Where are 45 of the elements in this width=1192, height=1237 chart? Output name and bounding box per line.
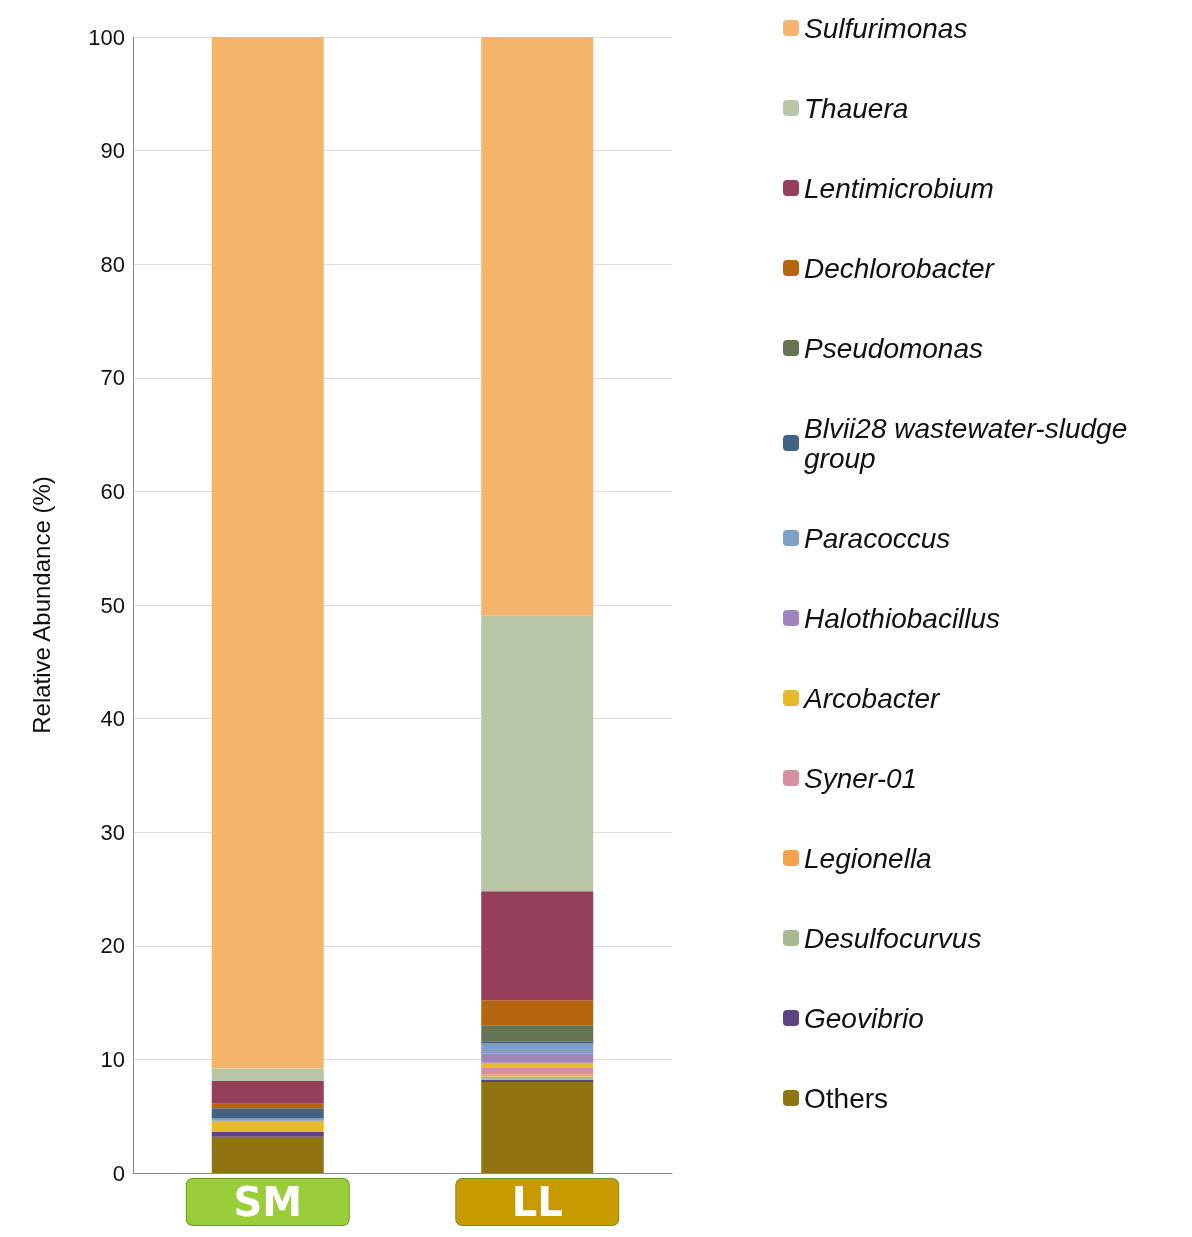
y-tick-label: 40 bbox=[100, 706, 125, 732]
y-tick-label: 100 bbox=[88, 24, 125, 50]
bar bbox=[211, 1120, 324, 1133]
y-tick-label: 80 bbox=[100, 251, 125, 277]
x-tick-label: LL bbox=[511, 1179, 563, 1225]
y-tick-label: 90 bbox=[100, 138, 125, 164]
legend-label: Paracoccus bbox=[804, 522, 951, 554]
y-tick-label: 20 bbox=[100, 933, 125, 959]
bar bbox=[481, 1025, 594, 1042]
bar bbox=[211, 37, 324, 1069]
y-tick-label: 70 bbox=[100, 365, 125, 391]
bar bbox=[481, 1000, 594, 1026]
legend-label: Desulfocurvus bbox=[804, 922, 982, 954]
legend-label: Pseudomonas bbox=[804, 332, 984, 364]
x-tick-label: SM bbox=[233, 1179, 303, 1225]
bar bbox=[481, 1067, 594, 1075]
bar bbox=[481, 891, 594, 1001]
legend-label: Halothiobacillus bbox=[804, 602, 1001, 634]
y-tick-label: 10 bbox=[100, 1046, 125, 1072]
bar bbox=[211, 1118, 324, 1121]
bar bbox=[211, 1068, 324, 1081]
legend-label: Lentimicrobium bbox=[804, 172, 994, 204]
bar bbox=[481, 1082, 594, 1173]
legend-label: Blvii28 wastewater-sludge group bbox=[804, 412, 1135, 474]
legend-label: Geovibrio bbox=[804, 1002, 924, 1034]
legend-label: Sulfurimonas bbox=[804, 12, 968, 44]
bar bbox=[481, 1043, 594, 1054]
bar bbox=[481, 615, 594, 892]
legend-label: Dechlorobacter bbox=[804, 252, 996, 284]
bar bbox=[211, 1136, 324, 1173]
y-tick-label: 50 bbox=[100, 592, 125, 618]
legend-label: Thauera bbox=[804, 92, 909, 124]
bar bbox=[481, 37, 594, 616]
legend-label: Arcobacter bbox=[802, 682, 942, 714]
y-tick-label: 0 bbox=[112, 1160, 125, 1186]
bar bbox=[211, 1132, 324, 1137]
y-tick-label: 60 bbox=[100, 478, 125, 504]
y-tick-label: 30 bbox=[100, 819, 125, 845]
legend-label: Others bbox=[804, 1082, 889, 1114]
bar bbox=[211, 1108, 324, 1119]
bar bbox=[481, 1053, 594, 1063]
bar bbox=[211, 1080, 324, 1104]
y-axis-title: Relative Abundance (%) bbox=[27, 476, 55, 734]
legend-label: Syner-01 bbox=[804, 762, 918, 794]
legend-label: Legionella bbox=[804, 842, 932, 874]
